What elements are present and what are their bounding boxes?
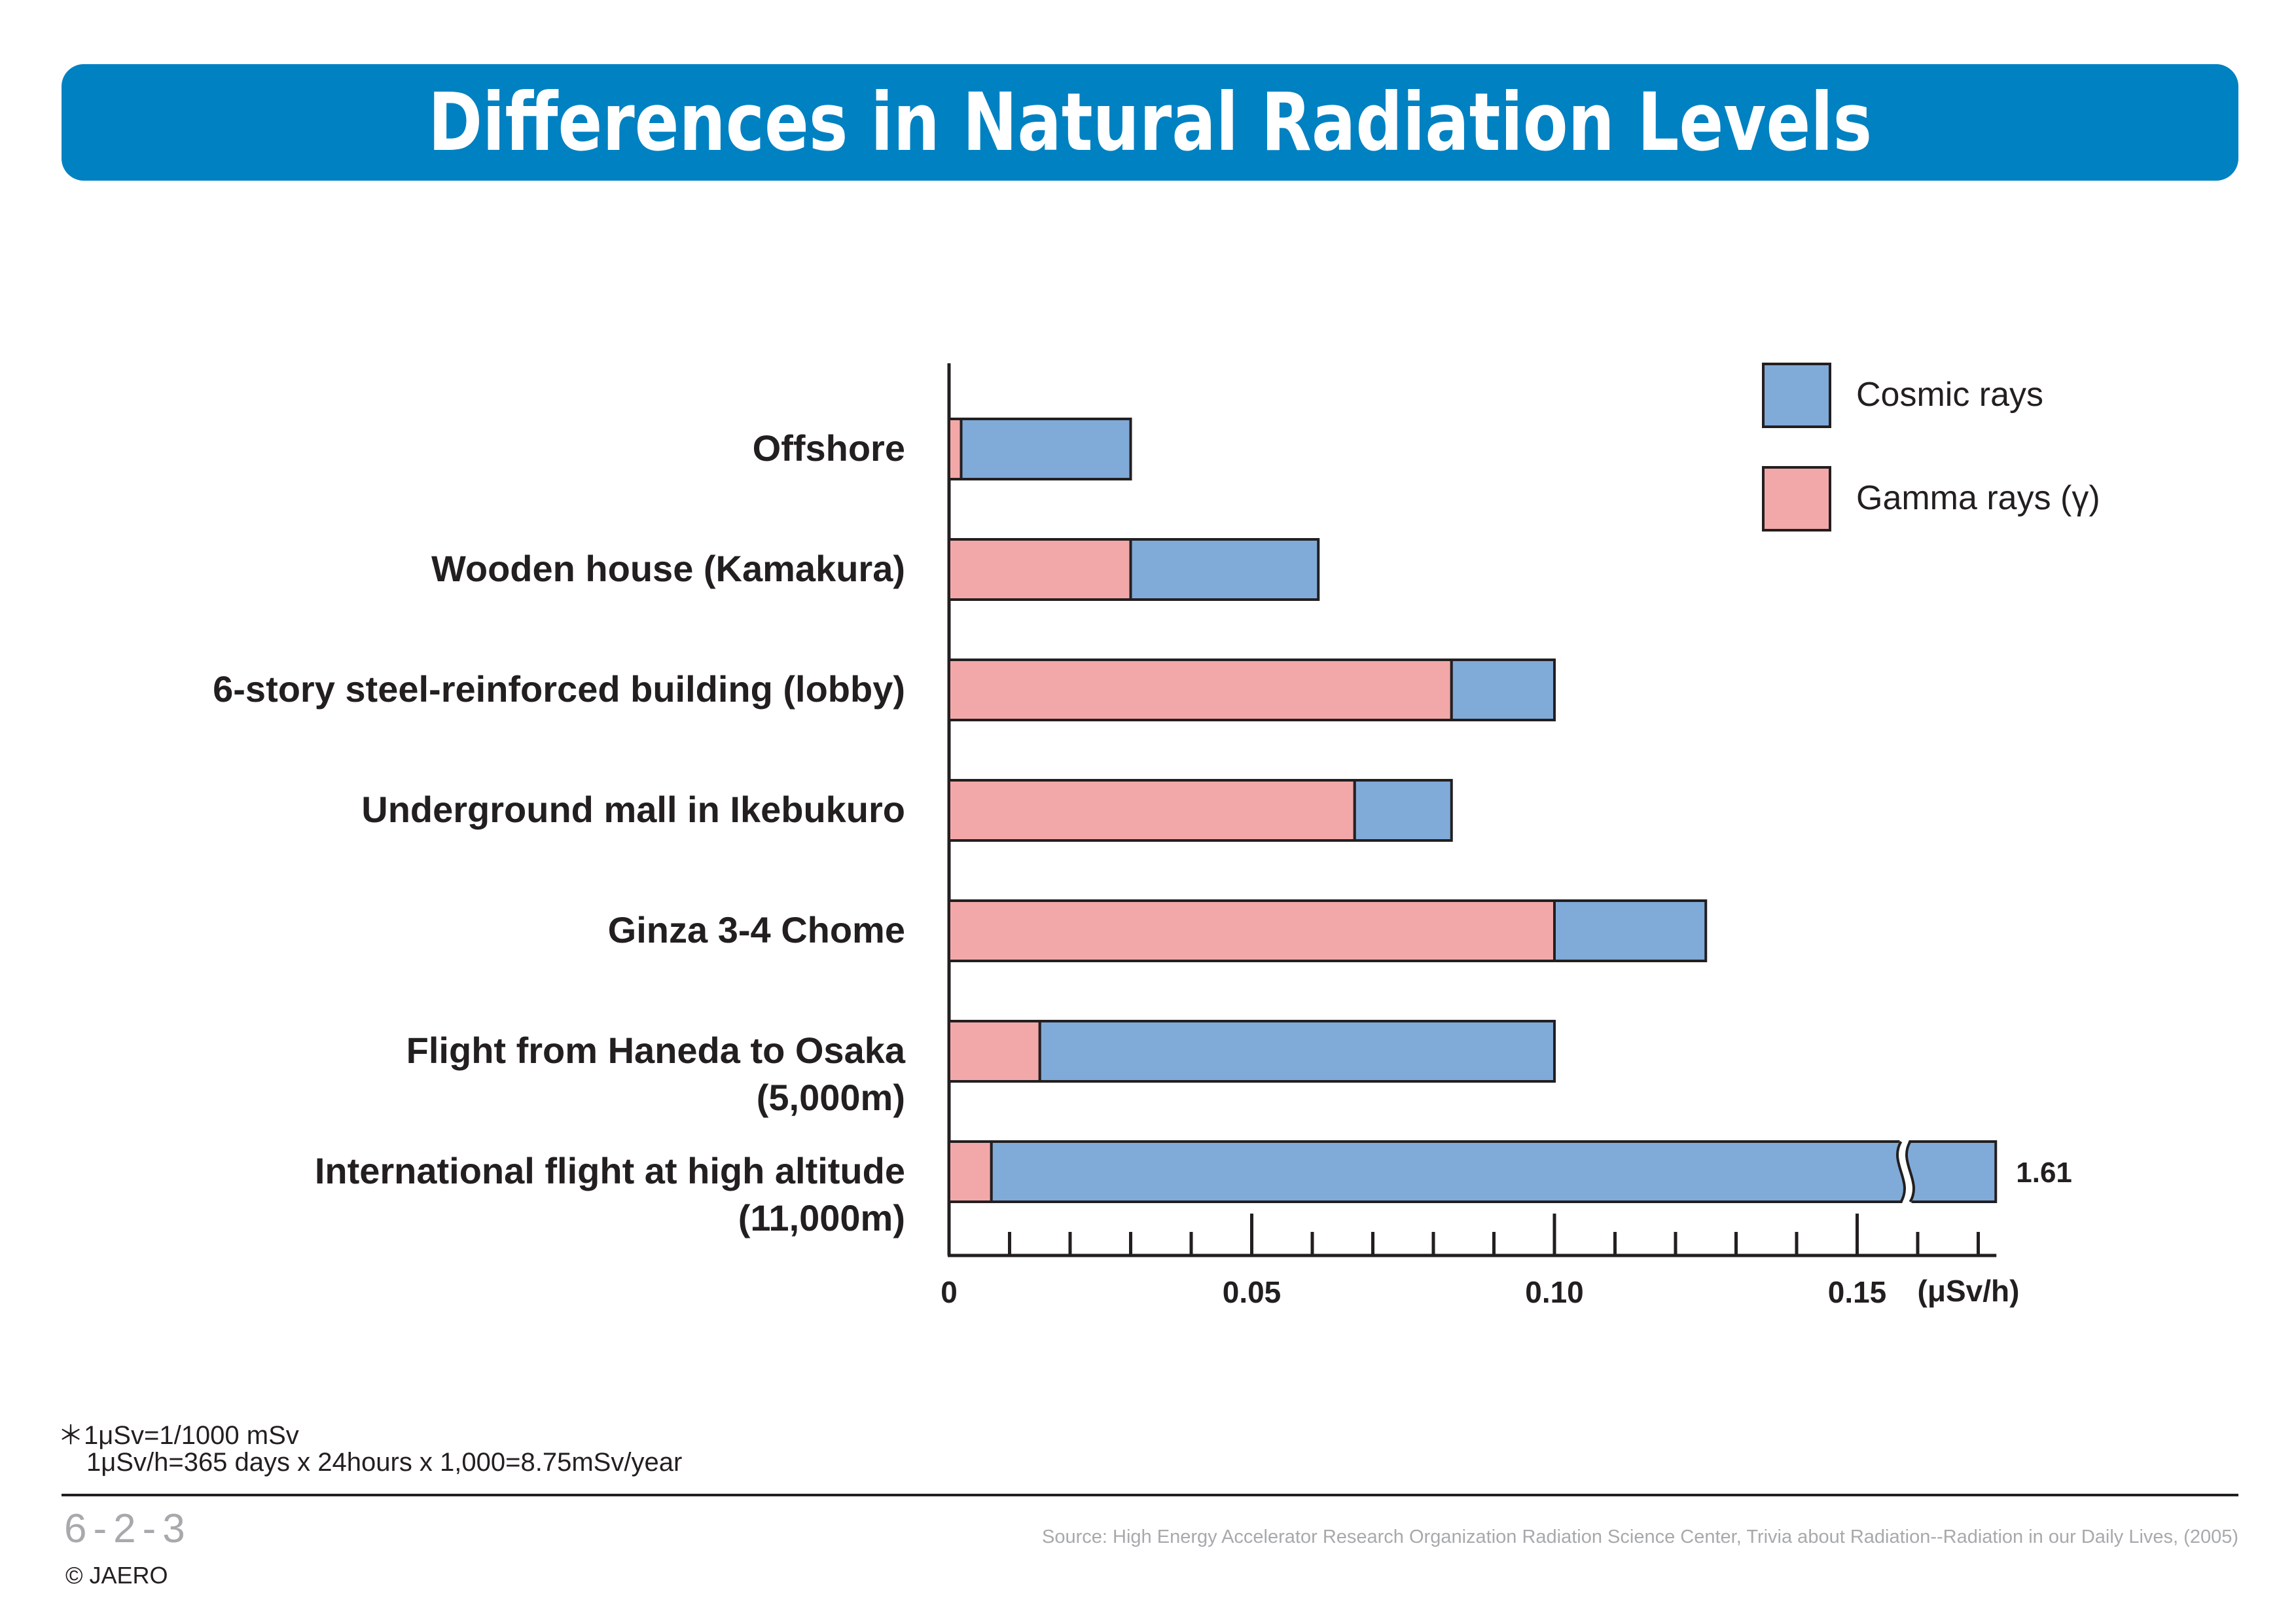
gamma-bar bbox=[948, 1140, 993, 1203]
category-label: 6-story steel-reinforced building (lobby… bbox=[213, 668, 905, 710]
gamma-bar bbox=[948, 899, 1556, 962]
unit-note: ＊1μSv=1/1000 mSv bbox=[58, 1421, 299, 1450]
gamma-bar bbox=[948, 1020, 1041, 1083]
footer-divider bbox=[62, 1494, 2238, 1496]
conversion-note: 1μSv/h=365 days x 24hours x 1,000=8.75mS… bbox=[86, 1448, 683, 1477]
cosmic-bar bbox=[1353, 779, 1453, 842]
cosmic-bar bbox=[960, 418, 1132, 480]
page-title: Differences in Natural Radiation Levels bbox=[427, 76, 1873, 169]
category-label: Flight from Haneda to Osaka bbox=[406, 1030, 906, 1071]
gamma-bar bbox=[948, 538, 1132, 601]
source-citation: Source: High Energy Accelerator Research… bbox=[1042, 1526, 2238, 1547]
data-label: 1.61 bbox=[2016, 1157, 2072, 1189]
x-tick-label: 0.10 bbox=[1525, 1275, 1584, 1309]
axis-break-line bbox=[1896, 1140, 1906, 1203]
category-label: Ginza 3-4 Chome bbox=[608, 909, 905, 950]
cosmic-bar bbox=[1553, 899, 1708, 962]
x-tick-label: 0.15 bbox=[1828, 1275, 1887, 1309]
category-label: (11,000m) bbox=[738, 1197, 905, 1238]
x-unit-label: (μSv/h) bbox=[1918, 1274, 2020, 1308]
x-tick-label: 0.05 bbox=[1223, 1275, 1282, 1309]
copyright: © JAERO bbox=[65, 1562, 168, 1589]
cosmic-bar bbox=[1450, 659, 1556, 721]
title-banner: Differences in Natural Radiation Levels bbox=[62, 64, 2238, 181]
category-label: International flight at high altitude bbox=[315, 1150, 905, 1191]
gamma-bar bbox=[948, 779, 1356, 842]
category-label: Wooden house (Kamakura) bbox=[431, 548, 905, 589]
cosmic-bar bbox=[1129, 538, 1320, 601]
legend-label: Gamma rays (γ) bbox=[1856, 479, 2100, 517]
legend-swatch-cosmic bbox=[1762, 363, 1831, 428]
axis-break-gap bbox=[1897, 1138, 1914, 1206]
category-label: (5,000m) bbox=[757, 1077, 905, 1118]
legend-label: Cosmic rays bbox=[1856, 376, 2043, 414]
cosmic-bar bbox=[990, 1140, 1998, 1203]
category-label: Underground mall in Ikebukuro bbox=[361, 789, 905, 830]
x-tick-label: 0 bbox=[941, 1275, 958, 1309]
cosmic-bar bbox=[1038, 1020, 1556, 1083]
page-number: 6-2-3 bbox=[64, 1506, 192, 1551]
gamma-bar bbox=[948, 418, 963, 480]
gamma-bar bbox=[948, 659, 1453, 721]
legend-swatch-gamma bbox=[1762, 466, 1831, 532]
axis-break-line bbox=[1905, 1140, 1915, 1203]
category-label: Offshore bbox=[753, 427, 905, 469]
